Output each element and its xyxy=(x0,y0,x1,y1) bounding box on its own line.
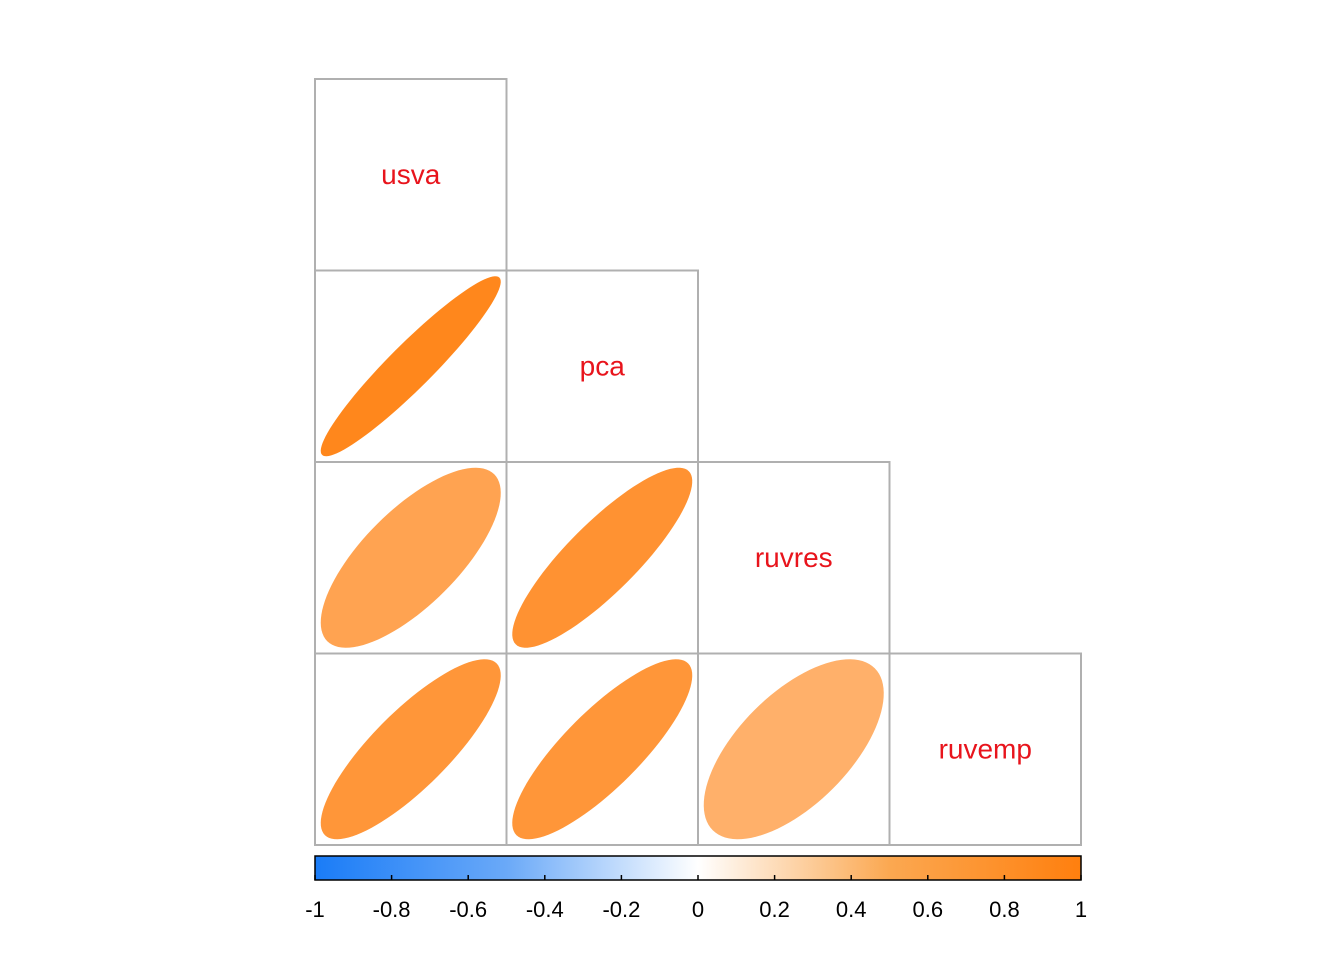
colorbar-tick-label: 1 xyxy=(1075,897,1087,922)
variable-label-ruvres: ruvres xyxy=(755,542,833,573)
colorbar-tick-label: 0.6 xyxy=(913,897,944,922)
variable-label-ruvemp: ruvemp xyxy=(939,733,1032,764)
cell-ruvemp-ruvemp xyxy=(888,652,1082,846)
colorbar-tick-label: -0.8 xyxy=(373,897,411,922)
ellipse-ruvemp-pca xyxy=(512,659,693,840)
ellipse-ruvemp-usva xyxy=(320,659,501,840)
matrix-cells: usva pca ruvres ruvemp xyxy=(314,78,1082,846)
variable-label-usva: usva xyxy=(381,159,441,190)
colorbar-tick-label: 0 xyxy=(692,897,704,922)
colorbar-tick-label: 0.2 xyxy=(759,897,790,922)
ellipse-pca-usva xyxy=(320,276,501,457)
colorbar-tick-label: -0.4 xyxy=(526,897,564,922)
colorbar-tick-label: -1 xyxy=(305,897,325,922)
colorbar-tick-label: 0.4 xyxy=(836,897,867,922)
ellipse-ruvres-pca xyxy=(512,467,693,648)
ellipse-ruvres-usva xyxy=(320,467,501,648)
variable-label-pca: pca xyxy=(580,350,626,381)
colorbar: -1 -0.8 -0.6 -0.4 -0.2 0 0.2 0.4 0.6 0.8 1 xyxy=(305,855,1087,922)
colorbar-tick-label: -0.2 xyxy=(602,897,640,922)
ellipse-ruvemp-ruvres xyxy=(703,659,884,840)
colorbar-tick-label: -0.6 xyxy=(449,897,487,922)
colorbar-tick-label: 0.8 xyxy=(989,897,1020,922)
